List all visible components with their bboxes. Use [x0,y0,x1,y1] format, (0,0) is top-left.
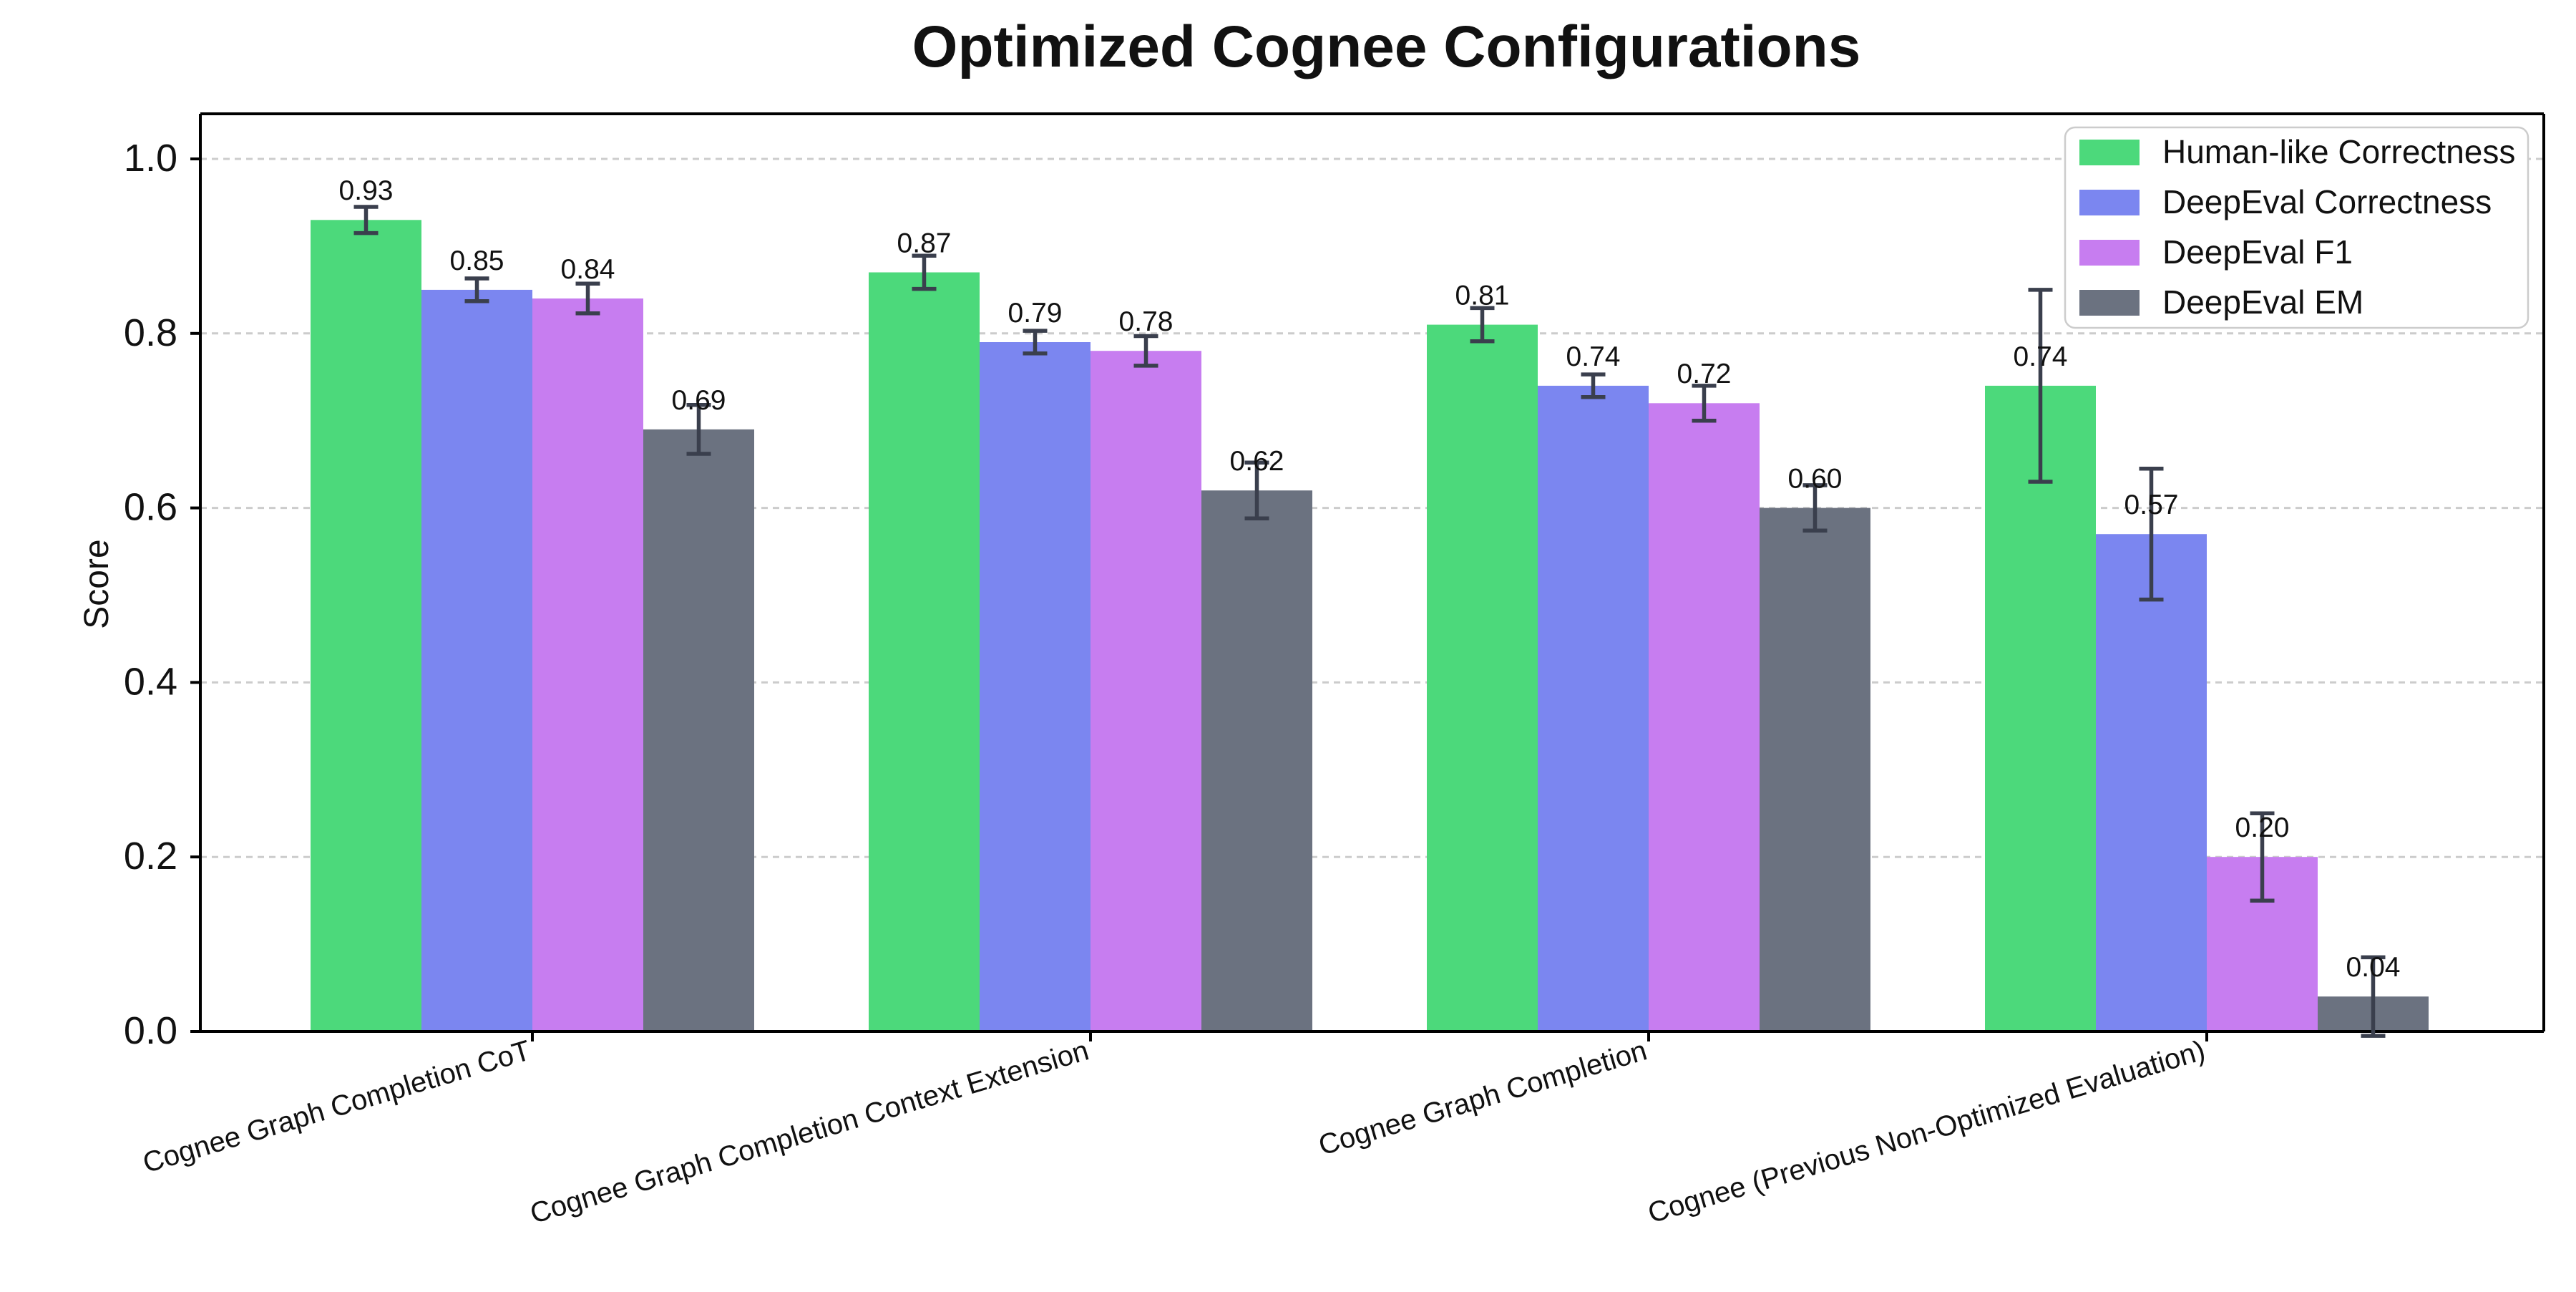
svg-text:Optimized Cognee Configuration: Optimized Cognee Configurations [912,14,1861,79]
svg-text:0.93: 0.93 [339,175,394,206]
svg-text:1.0: 1.0 [124,137,177,180]
svg-text:0.6: 0.6 [124,486,177,529]
svg-text:0.62: 0.62 [1230,446,1284,477]
svg-text:0.60: 0.60 [1788,464,1843,495]
svg-text:0.74: 0.74 [2014,341,2068,372]
svg-text:0.79: 0.79 [1008,298,1063,329]
svg-text:0.78: 0.78 [1119,306,1174,337]
svg-text:0.84: 0.84 [561,254,615,285]
svg-text:0.2: 0.2 [124,835,177,878]
svg-text:0.87: 0.87 [897,228,952,258]
svg-text:Score: Score [78,539,116,628]
svg-text:0.74: 0.74 [1566,341,1621,372]
svg-text:0.04: 0.04 [2346,952,2401,983]
svg-text:0.81: 0.81 [1455,281,1510,311]
svg-text:0.69: 0.69 [672,385,726,416]
svg-text:0.0: 0.0 [124,1009,177,1052]
svg-text:0.72: 0.72 [1677,359,1732,389]
svg-text:0.20: 0.20 [2235,812,2290,843]
svg-text:DeepEval Correctness: DeepEval Correctness [2162,183,2492,220]
svg-text:0.85: 0.85 [450,246,504,276]
svg-text:0.8: 0.8 [124,311,177,354]
svg-text:DeepEval EM: DeepEval EM [2162,283,2363,321]
svg-text:0.4: 0.4 [124,660,177,703]
svg-text:0.57: 0.57 [2124,490,2179,520]
svg-text:DeepEval F1: DeepEval F1 [2162,233,2353,271]
svg-text:Human-like Correctness: Human-like Correctness [2162,133,2515,170]
